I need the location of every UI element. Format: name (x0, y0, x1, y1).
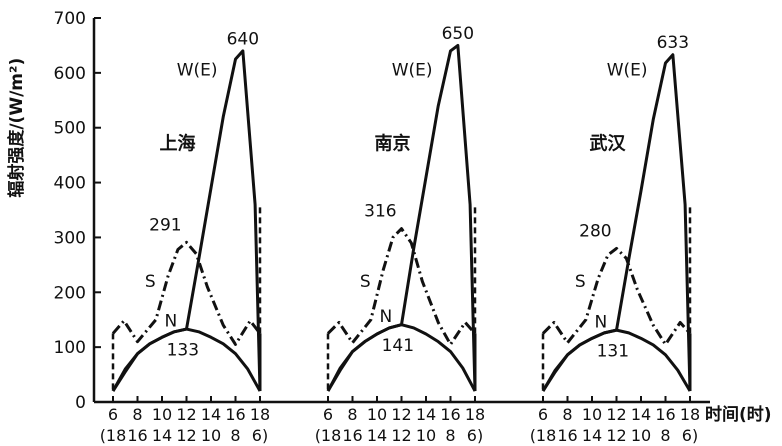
x-tick-label: 14 (416, 405, 436, 424)
x-tick-label-bottom: 14 (367, 426, 387, 445)
x-tick-label-bottom: 6) (682, 426, 698, 445)
peak-w-label: 640 (227, 29, 259, 49)
series-s-line (111, 240, 262, 346)
series-n-label: N (164, 311, 177, 331)
x-tick-label: 10 (367, 405, 387, 424)
panel-1: 6(18816101412121410168186)上海W(E)640291SN… (100, 29, 270, 445)
x-tick-label: 8 (562, 405, 572, 424)
series-s-line (541, 246, 692, 346)
x-tick-label: 18 (465, 405, 485, 424)
x-tick-label-bottom: 12 (176, 426, 196, 445)
x-tick-label: 16 (440, 405, 460, 424)
x-tick-label: 6 (108, 405, 118, 424)
y-tick-label: 400 (54, 174, 86, 194)
x-tick-label-bottom: 8 (230, 426, 240, 445)
y-axis-label: 辐射强度/(W/m²) (6, 58, 27, 198)
x-tick-label: 14 (631, 405, 651, 424)
x-tick-label: 6 (323, 405, 333, 424)
x-tick-label-bottom: 8 (660, 426, 670, 445)
x-tick-label-bottom: (18 (100, 426, 127, 445)
y-tick-label: 100 (54, 338, 86, 358)
peak-w-label: 650 (442, 24, 474, 44)
x-tick-label-bottom: 16 (342, 426, 362, 445)
series-w-label: W(E) (177, 61, 218, 81)
peak-s-label: 316 (364, 202, 396, 222)
city-label: 上海 (160, 133, 196, 155)
x-tick-label-bottom: 8 (445, 426, 455, 445)
panel-2: 6(18816101412121410168186)南京W(E)650316SN… (315, 24, 485, 445)
x-tick-label: 8 (347, 405, 357, 424)
y-tick-label: 700 (54, 9, 86, 29)
series-w-label: W(E) (607, 61, 648, 81)
x-tick-label: 10 (152, 405, 172, 424)
x-tick-label: 16 (655, 405, 675, 424)
series-n-label: N (379, 307, 392, 327)
x-tick-label: 18 (680, 405, 700, 424)
x-tick-label-bottom: 10 (416, 426, 436, 445)
x-tick-label: 12 (606, 405, 626, 424)
x-tick-label-bottom: 16 (127, 426, 147, 445)
peak-n-label: 141 (382, 336, 414, 356)
peak-w-label: 633 (657, 33, 689, 53)
x-tick-label: 18 (250, 405, 270, 424)
series-w-label: W(E) (392, 61, 433, 81)
x-tick-label-bottom: 12 (391, 426, 411, 445)
y-tick-label: 500 (54, 119, 86, 139)
y-tick-label: 300 (54, 228, 86, 248)
x-tick-label-bottom: 16 (557, 426, 577, 445)
series-s-label: S (145, 272, 156, 292)
y-tick-label: 0 (75, 393, 86, 413)
series-w-line (541, 53, 692, 392)
series-s-line (326, 227, 477, 346)
panels: 6(18816101412121410168186)上海W(E)640291SN… (100, 24, 700, 445)
x-tick-label: 10 (582, 405, 602, 424)
peak-s-label: 291 (149, 215, 181, 235)
city-label: 南京 (375, 133, 411, 155)
x-tick-label: 12 (391, 405, 411, 424)
series-s-label: S (575, 272, 586, 292)
axes: 0 100 200 300 400 500 600 700 辐射强度/(W/m²) 时间(时) (6, 9, 772, 425)
peak-s-label: 280 (579, 221, 611, 241)
series-w-line (326, 43, 477, 392)
x-tick-label-bottom: 10 (631, 426, 651, 445)
series-w-line (111, 49, 262, 392)
x-tick-label-bottom: (18 (315, 426, 342, 445)
x-tick-label-bottom: 14 (582, 426, 602, 445)
x-tick-label-bottom: 12 (606, 426, 626, 445)
y-tick-label: 600 (54, 64, 86, 84)
series-s-label: S (360, 272, 371, 292)
peak-n-label: 133 (167, 340, 199, 360)
x-tick-label-bottom: 14 (152, 426, 172, 445)
x-tick-label-bottom: 10 (201, 426, 221, 445)
peak-n-label: 131 (597, 341, 629, 361)
city-label: 武汉 (590, 134, 627, 155)
series-n-label: N (594, 312, 607, 332)
x-tick-label: 16 (225, 405, 245, 424)
x-tick-label: 14 (201, 405, 221, 424)
x-tick-label-bottom: 6) (252, 426, 268, 445)
x-tick-label-bottom: 6) (467, 426, 483, 445)
panel-3: 6(18816101412121410168186)武汉W(E)633280SN… (530, 33, 700, 445)
x-tick-label-bottom: (18 (530, 426, 557, 445)
y-tick-label: 200 (54, 283, 86, 303)
x-tick-label: 6 (538, 405, 548, 424)
x-tick-label: 12 (176, 405, 196, 424)
x-axis-label: 时间(时) (705, 404, 772, 425)
x-tick-label: 8 (132, 405, 142, 424)
